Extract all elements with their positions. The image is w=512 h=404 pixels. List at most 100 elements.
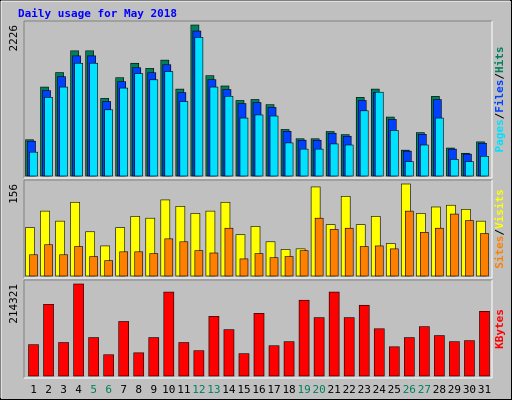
x-tick-label: 20 (313, 383, 326, 396)
chart-title: Daily usage for May 2018 (18, 7, 177, 20)
bar (134, 73, 144, 177)
bar (149, 253, 159, 277)
bar (193, 350, 205, 377)
x-tick-label: 12 (192, 383, 205, 396)
bar (419, 326, 430, 377)
bar (405, 161, 414, 177)
bar (103, 354, 114, 377)
bar (313, 317, 325, 377)
bar (299, 148, 309, 177)
x-tick-label: 2 (45, 383, 52, 396)
x-tick-label: 26 (403, 383, 416, 396)
legend-separator: / (493, 229, 506, 236)
bar (480, 156, 489, 177)
bar (374, 91, 384, 177)
bar (119, 87, 129, 177)
bar (239, 117, 249, 177)
bar (283, 341, 295, 377)
bar (29, 254, 38, 277)
bar (358, 304, 370, 377)
bar (284, 256, 294, 277)
bar (238, 353, 250, 377)
bar (269, 257, 279, 277)
bar (450, 159, 459, 177)
bar (314, 217, 324, 277)
bar (208, 316, 220, 377)
x-tick-label: 7 (120, 383, 127, 396)
bar (164, 238, 174, 277)
x-tick-label: 21 (328, 383, 341, 396)
bar (328, 291, 340, 377)
bar (298, 299, 310, 377)
bar (374, 245, 384, 277)
bar (118, 321, 130, 377)
bar (389, 130, 399, 177)
bar (404, 337, 415, 377)
bar (134, 251, 144, 277)
bar (449, 341, 460, 377)
x-tick-label: 24 (373, 383, 387, 396)
bar (194, 250, 204, 277)
bar (373, 328, 385, 377)
bar (74, 62, 83, 177)
bar (434, 335, 445, 377)
bar (284, 142, 294, 177)
bar (420, 232, 429, 277)
bar (254, 114, 264, 177)
bar (269, 115, 279, 177)
x-tick-label: 22 (343, 383, 356, 396)
bar (29, 151, 38, 177)
bar (59, 86, 68, 177)
legend-entry: KBytes (493, 309, 506, 349)
bar (465, 220, 474, 277)
legend-entry: Visits (493, 189, 506, 229)
bar (119, 251, 129, 277)
y-tick-label: 2226 (7, 25, 20, 52)
bar (133, 352, 145, 377)
y-axis-label: Sites/Visits (493, 189, 506, 269)
bar (299, 250, 309, 277)
x-tick-label: 30 (463, 383, 476, 396)
bar (89, 62, 98, 177)
bar (224, 227, 234, 277)
x-tick-label: 3 (60, 383, 67, 396)
bar (149, 79, 159, 177)
bar (73, 283, 84, 377)
x-tick-label: 13 (207, 383, 220, 396)
x-tick-label: 28 (433, 383, 446, 396)
y-axis-label: Pages/Files/Hits (493, 47, 506, 153)
bar (344, 227, 354, 277)
bar (465, 161, 474, 177)
bar (389, 248, 399, 277)
legend-entry: Pages (493, 119, 506, 152)
bar (343, 317, 355, 377)
y-tick-label: 214321 (7, 284, 20, 324)
legend-entry: Hits (493, 47, 506, 74)
x-tick-label: 15 (237, 383, 250, 396)
bar (464, 340, 475, 377)
bar (329, 143, 339, 177)
bar (480, 233, 489, 277)
x-tick-label: 6 (105, 383, 112, 396)
x-tick-label: 16 (252, 383, 265, 396)
bar (253, 313, 265, 377)
bar (194, 37, 204, 177)
x-tick-label: 14 (222, 383, 236, 396)
legend-entry: Sites (493, 236, 506, 269)
bar (164, 71, 174, 177)
bar (435, 117, 444, 177)
bar (89, 256, 98, 277)
bar (223, 329, 235, 377)
bar (43, 304, 54, 377)
bar (28, 344, 39, 377)
x-tick-label: 31 (478, 383, 491, 396)
x-tick-label: 27 (418, 383, 431, 396)
bar (239, 258, 249, 277)
bar (209, 252, 219, 277)
x-tick-label: 23 (358, 383, 371, 396)
bar (420, 144, 429, 177)
bar (104, 260, 113, 277)
x-tick-label: 18 (282, 383, 295, 396)
bar (88, 337, 99, 377)
x-tick-label: 8 (135, 383, 142, 396)
